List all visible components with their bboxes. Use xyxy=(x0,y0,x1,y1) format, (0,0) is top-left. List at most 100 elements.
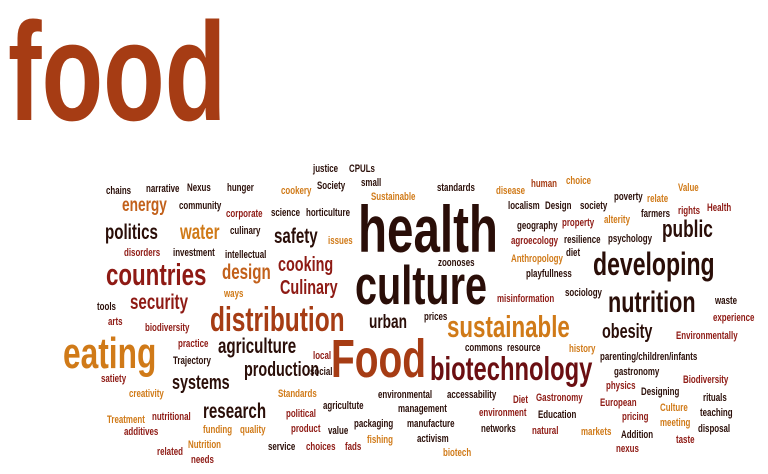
word: systems xyxy=(172,372,230,394)
word: geography xyxy=(517,220,558,232)
word: teaching xyxy=(700,407,733,419)
word: nutrition xyxy=(608,286,696,319)
word: packaging xyxy=(354,418,394,430)
word: distribution xyxy=(210,301,345,339)
word: culinary xyxy=(230,225,261,237)
word: meeting xyxy=(660,417,691,429)
word: practice xyxy=(178,338,209,350)
word: choices xyxy=(306,441,336,453)
word: Standards xyxy=(278,388,317,400)
word: science xyxy=(271,207,301,219)
word: relate xyxy=(647,193,669,205)
word: hunger xyxy=(227,182,254,194)
word: cookery xyxy=(281,185,312,197)
word: property xyxy=(562,217,595,229)
word: commons xyxy=(465,342,503,354)
word: CPULs xyxy=(349,163,375,175)
word: intellectual xyxy=(225,249,267,261)
word: culture xyxy=(355,254,488,316)
word: gastronomy xyxy=(614,366,660,378)
word: management xyxy=(398,403,447,415)
word: obesity xyxy=(602,321,653,343)
word: political xyxy=(286,408,316,420)
word: biodiversity xyxy=(145,322,190,334)
word: natural xyxy=(532,425,559,437)
word: environment xyxy=(479,407,527,419)
word: biotechnology xyxy=(430,350,593,387)
word: design xyxy=(222,261,271,284)
word: countries xyxy=(106,257,207,292)
word: Anthropology xyxy=(511,253,563,265)
word: agriculture xyxy=(218,335,297,358)
word: water xyxy=(180,221,220,244)
word: Society xyxy=(317,180,346,192)
word: Gastronomy xyxy=(536,392,583,404)
word: social xyxy=(310,366,333,378)
word: environmental xyxy=(378,389,433,401)
word: prices xyxy=(424,311,448,323)
word: production xyxy=(244,359,320,381)
word: biotech xyxy=(443,447,472,459)
word: Trajectory xyxy=(173,355,211,367)
word: small xyxy=(361,177,382,189)
word: Food xyxy=(331,329,427,389)
word: ways xyxy=(224,288,244,300)
word: investment xyxy=(173,247,215,259)
word: markets xyxy=(581,426,612,438)
word: issues xyxy=(328,235,353,247)
word: safety xyxy=(274,225,318,248)
word: fads xyxy=(345,441,362,453)
word: accessability xyxy=(447,389,497,401)
word: Treatment xyxy=(107,414,145,426)
word: diet xyxy=(566,247,581,259)
word: Health xyxy=(707,202,732,214)
word: poverty xyxy=(614,191,643,203)
word: politics xyxy=(105,221,158,244)
word: nutritional xyxy=(152,411,191,423)
word: Nutrition xyxy=(188,439,221,451)
word: community xyxy=(179,200,222,212)
word: alterity xyxy=(604,214,630,226)
word: tools xyxy=(97,301,116,313)
word: energy xyxy=(122,195,167,216)
word: local xyxy=(313,350,332,362)
word: Nexus xyxy=(187,182,211,194)
word: history xyxy=(569,343,596,355)
word: developing xyxy=(593,246,715,282)
word: Culinary xyxy=(280,277,338,299)
word: rights xyxy=(678,205,701,217)
word: fishing xyxy=(367,434,393,446)
word: public xyxy=(662,216,713,243)
word: arts xyxy=(108,316,123,328)
word: human xyxy=(531,178,557,190)
word: taste xyxy=(676,434,695,446)
word: satiety xyxy=(101,373,127,385)
word: security xyxy=(130,291,188,314)
word: zoonoses xyxy=(438,257,475,269)
word: additives xyxy=(124,426,159,438)
word: choice xyxy=(566,175,592,187)
word: funding xyxy=(203,424,233,436)
word: psychology xyxy=(608,233,653,245)
word: justice xyxy=(313,163,339,175)
word: society xyxy=(580,200,608,212)
word: food xyxy=(8,0,227,150)
word: disease xyxy=(496,185,526,197)
word: product xyxy=(291,423,321,435)
word: chains xyxy=(106,185,132,197)
word: pricing xyxy=(622,411,649,423)
word: Biodiversity xyxy=(683,374,729,386)
word: Value xyxy=(678,182,699,194)
word: resilience xyxy=(564,234,601,246)
word: service xyxy=(268,441,296,453)
word: creativity xyxy=(129,388,164,400)
word: waste xyxy=(715,295,738,307)
word: misinformation xyxy=(497,293,555,305)
word: disposal xyxy=(698,423,731,435)
word: related xyxy=(157,446,183,458)
word: disorders xyxy=(124,247,161,259)
word: European xyxy=(600,397,637,409)
word: manufacture xyxy=(407,418,455,430)
word: activism xyxy=(417,433,449,445)
